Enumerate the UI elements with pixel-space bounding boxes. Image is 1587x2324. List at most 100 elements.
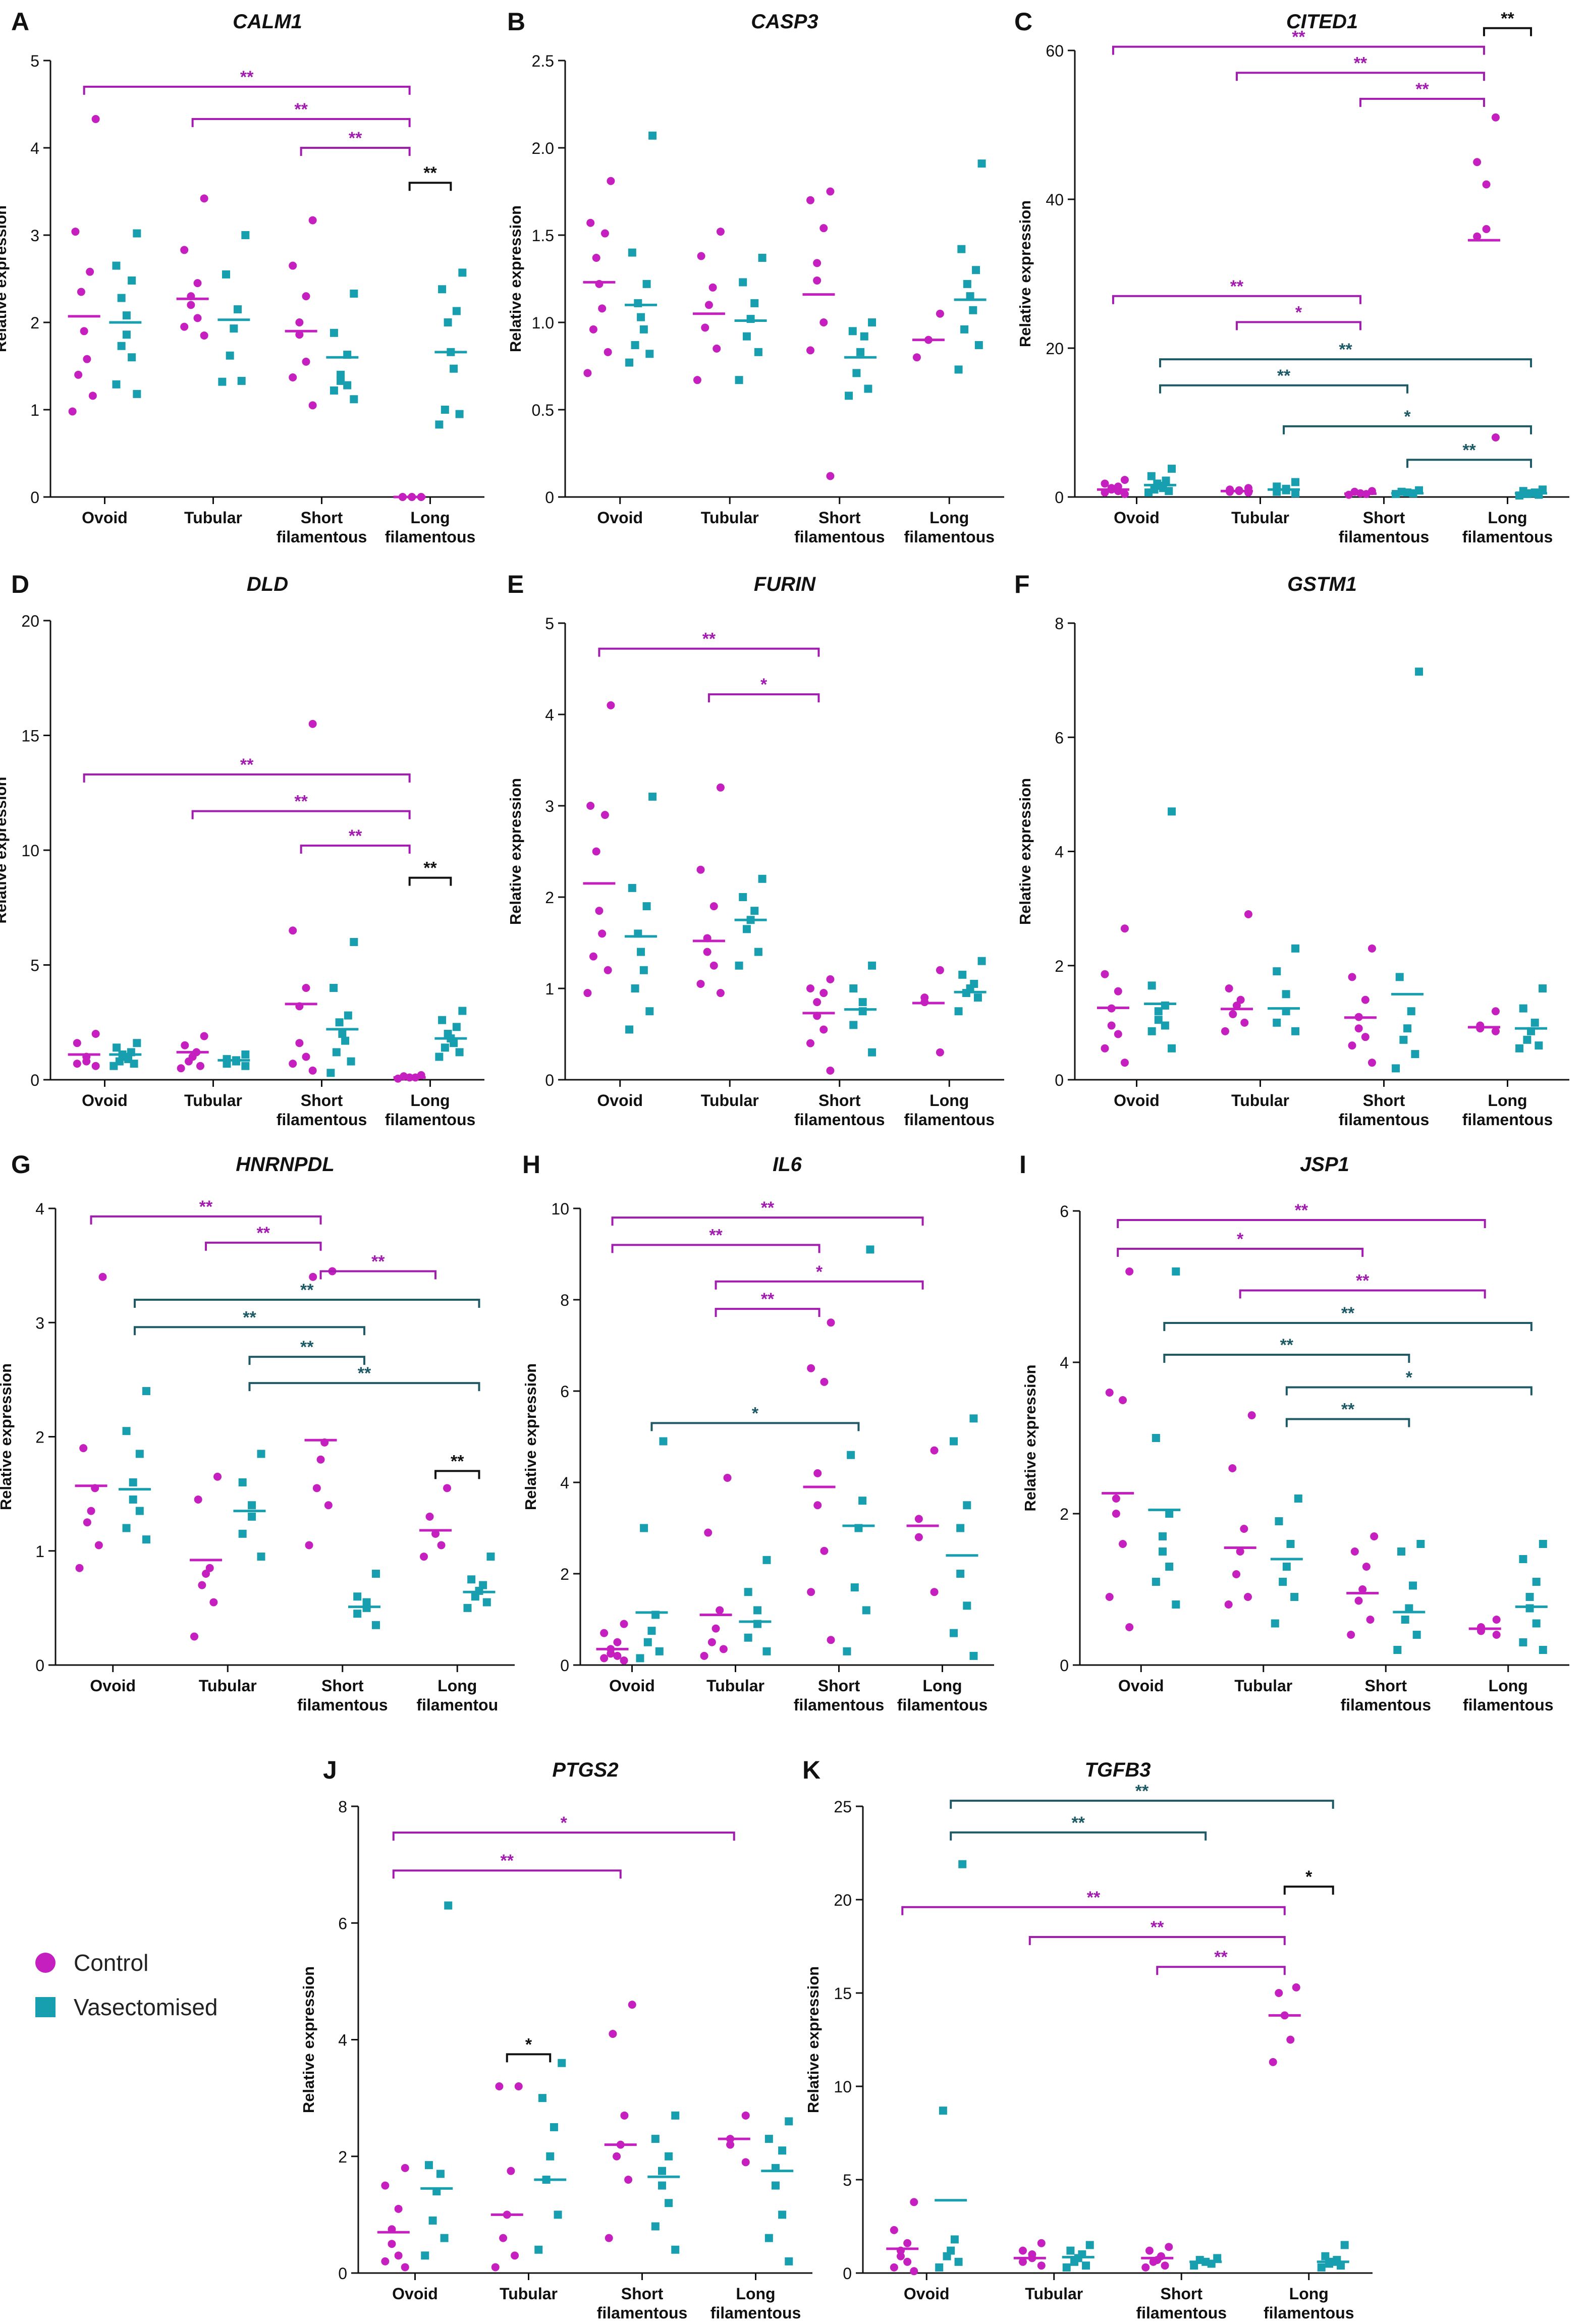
control-point <box>180 322 189 331</box>
control-point <box>1354 1024 1363 1033</box>
vasectomised-point <box>1165 487 1173 495</box>
vasectomised-point <box>248 1501 256 1510</box>
x-tick-label: Short filamentous <box>794 509 885 546</box>
significance-label: * <box>1404 407 1411 426</box>
vasectomised-point <box>241 1062 250 1070</box>
control-point <box>1232 1570 1241 1578</box>
control-point <box>1112 1495 1120 1503</box>
control-point <box>600 229 609 238</box>
vasectomised-point <box>758 874 767 883</box>
y-tick-label: 10 <box>551 1200 569 1218</box>
x-tick-label: Short filamentous <box>794 1091 885 1129</box>
vasectomised-point <box>337 370 345 379</box>
vasectomised-point <box>969 306 977 314</box>
legend-item-vasectomised: Vasectomised <box>35 1992 218 2022</box>
y-tick-label: 4 <box>1055 843 1064 861</box>
y-axis-label: Relative expression <box>1021 1364 1039 1511</box>
control-point <box>826 1066 835 1075</box>
control-point <box>930 1588 939 1596</box>
vasectomised-point <box>939 2107 947 2115</box>
x-tick-label-line: Long <box>929 509 969 527</box>
vasectomised-point <box>658 2167 666 2175</box>
significance-label: ** <box>257 1224 270 1243</box>
y-tick-label: 5 <box>30 957 39 975</box>
y-tick-label: 1 <box>545 980 554 998</box>
control-point <box>700 1651 708 1660</box>
vasectomised-point <box>1515 1044 1524 1053</box>
control-point <box>1125 1623 1134 1631</box>
significance-bracket <box>1283 1886 1334 1895</box>
vasectomised-point <box>858 998 867 1007</box>
vasectomised-point <box>128 276 136 285</box>
vasectomised-point <box>1282 1563 1291 1571</box>
control-point <box>586 218 595 227</box>
vasectomised-point <box>1539 984 1547 992</box>
control-point <box>82 1057 91 1066</box>
x-tick-label: Ovoid <box>597 1091 643 1110</box>
vasectomised-point <box>960 325 969 334</box>
significance-bracket <box>248 1382 480 1392</box>
chart-panel-i: I JSP1 0 2 4 6 Relative expression Ovoid Tubular… <box>1019 1150 1569 1714</box>
control-point <box>1361 995 1370 1004</box>
control-point <box>583 369 592 377</box>
x-tick-label: Tubular <box>500 2285 558 2303</box>
control-point <box>583 989 592 998</box>
control-point <box>903 2239 912 2247</box>
control-point <box>193 279 202 288</box>
vasectomised-point <box>847 1451 855 1459</box>
vasectomised-point <box>1408 1581 1417 1590</box>
x-tick-label-line: filamentous <box>385 1111 476 1129</box>
vasectomised-point <box>353 1592 362 1601</box>
vasectomised-point <box>122 330 131 339</box>
vasectomised-point <box>943 2252 951 2260</box>
control-point <box>491 2263 500 2272</box>
significance-bracket <box>133 1326 365 1336</box>
significance-label: ** <box>451 1452 464 1471</box>
control-point <box>1491 1027 1500 1035</box>
vasectomised-point <box>849 984 858 992</box>
y-tick-label: 2 <box>35 1428 44 1447</box>
control-point <box>896 2252 905 2260</box>
chart-title: CALM1 <box>233 11 302 33</box>
significance-label: ** <box>243 1308 256 1327</box>
vasectomised-point <box>1152 1578 1160 1586</box>
vasectomised-point <box>758 253 767 262</box>
vasectomised-point <box>350 395 358 404</box>
vasectomised-point <box>858 1497 867 1505</box>
control-point <box>302 984 310 992</box>
x-tick-label-line: Short <box>818 1091 861 1110</box>
x-tick-label-line: Short <box>818 509 861 527</box>
y-tick-label: 20 <box>834 1891 852 1909</box>
x-tick-label: Ovoid <box>1114 1091 1160 1110</box>
control-point <box>1120 924 1129 933</box>
x-tick-label: Short filamentous <box>1136 2285 1227 2322</box>
y-tick-label: 2 <box>30 314 39 332</box>
control-point <box>308 720 317 728</box>
vasectomised-point <box>1165 1510 1174 1518</box>
vasectomised-point <box>1291 478 1300 486</box>
chart-panel-k: K TGFB3 0 5 10 15 20 25 Relative expression Ovoid… <box>802 1756 1373 2322</box>
significance-label: ** <box>294 792 308 811</box>
vasectomised-point <box>1403 1024 1412 1033</box>
vasectomised-point <box>744 1588 752 1596</box>
vasectomised-point <box>1070 2257 1079 2266</box>
y-tick-label: 4 <box>1060 1354 1069 1372</box>
control-point <box>91 115 100 123</box>
significance-bracket <box>191 810 411 819</box>
vasectomised-point <box>645 350 654 358</box>
significance-bracket <box>83 773 411 783</box>
x-tick-label-line: Short <box>321 1677 364 1695</box>
control-point <box>1269 2058 1277 2066</box>
vasectomised-point <box>647 1627 656 1635</box>
significance-bracket <box>650 1422 860 1431</box>
control-point <box>1361 1033 1370 1041</box>
control-point <box>1275 1989 1283 1997</box>
control-point <box>936 1048 944 1057</box>
x-tick-label-line: Short <box>301 509 343 527</box>
significance-bracket <box>1117 1248 1364 1257</box>
y-axis-label: Relative expression <box>300 1966 317 2113</box>
significance-label: ** <box>1501 9 1514 28</box>
significance-label: * <box>816 1262 823 1282</box>
panel-letter: H <box>522 1150 540 1179</box>
x-tick-label: Tubular <box>1234 1677 1292 1695</box>
